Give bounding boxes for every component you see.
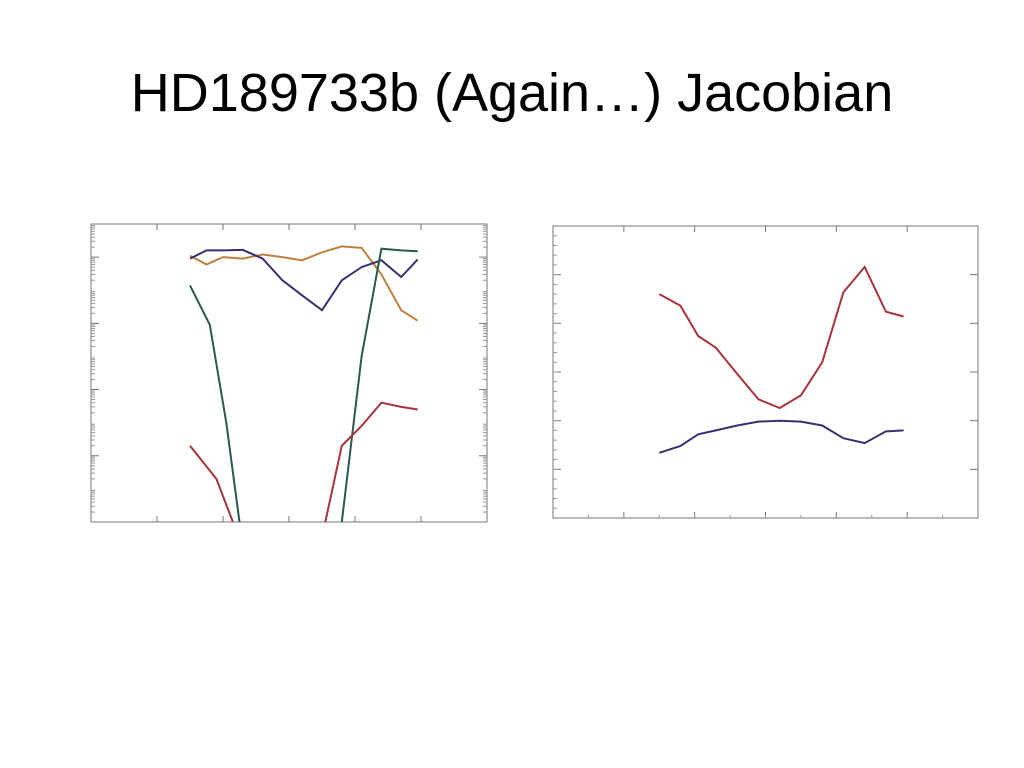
series-line [189, 247, 418, 522]
slide-title: HD189733b (Again…) Jacobian [130, 63, 894, 123]
plot-frame [552, 225, 979, 519]
series-line [658, 419, 904, 454]
series-line [189, 245, 419, 322]
series-line [189, 248, 419, 312]
series-group [189, 245, 419, 522]
series-line [189, 401, 418, 522]
series-line [658, 265, 904, 410]
